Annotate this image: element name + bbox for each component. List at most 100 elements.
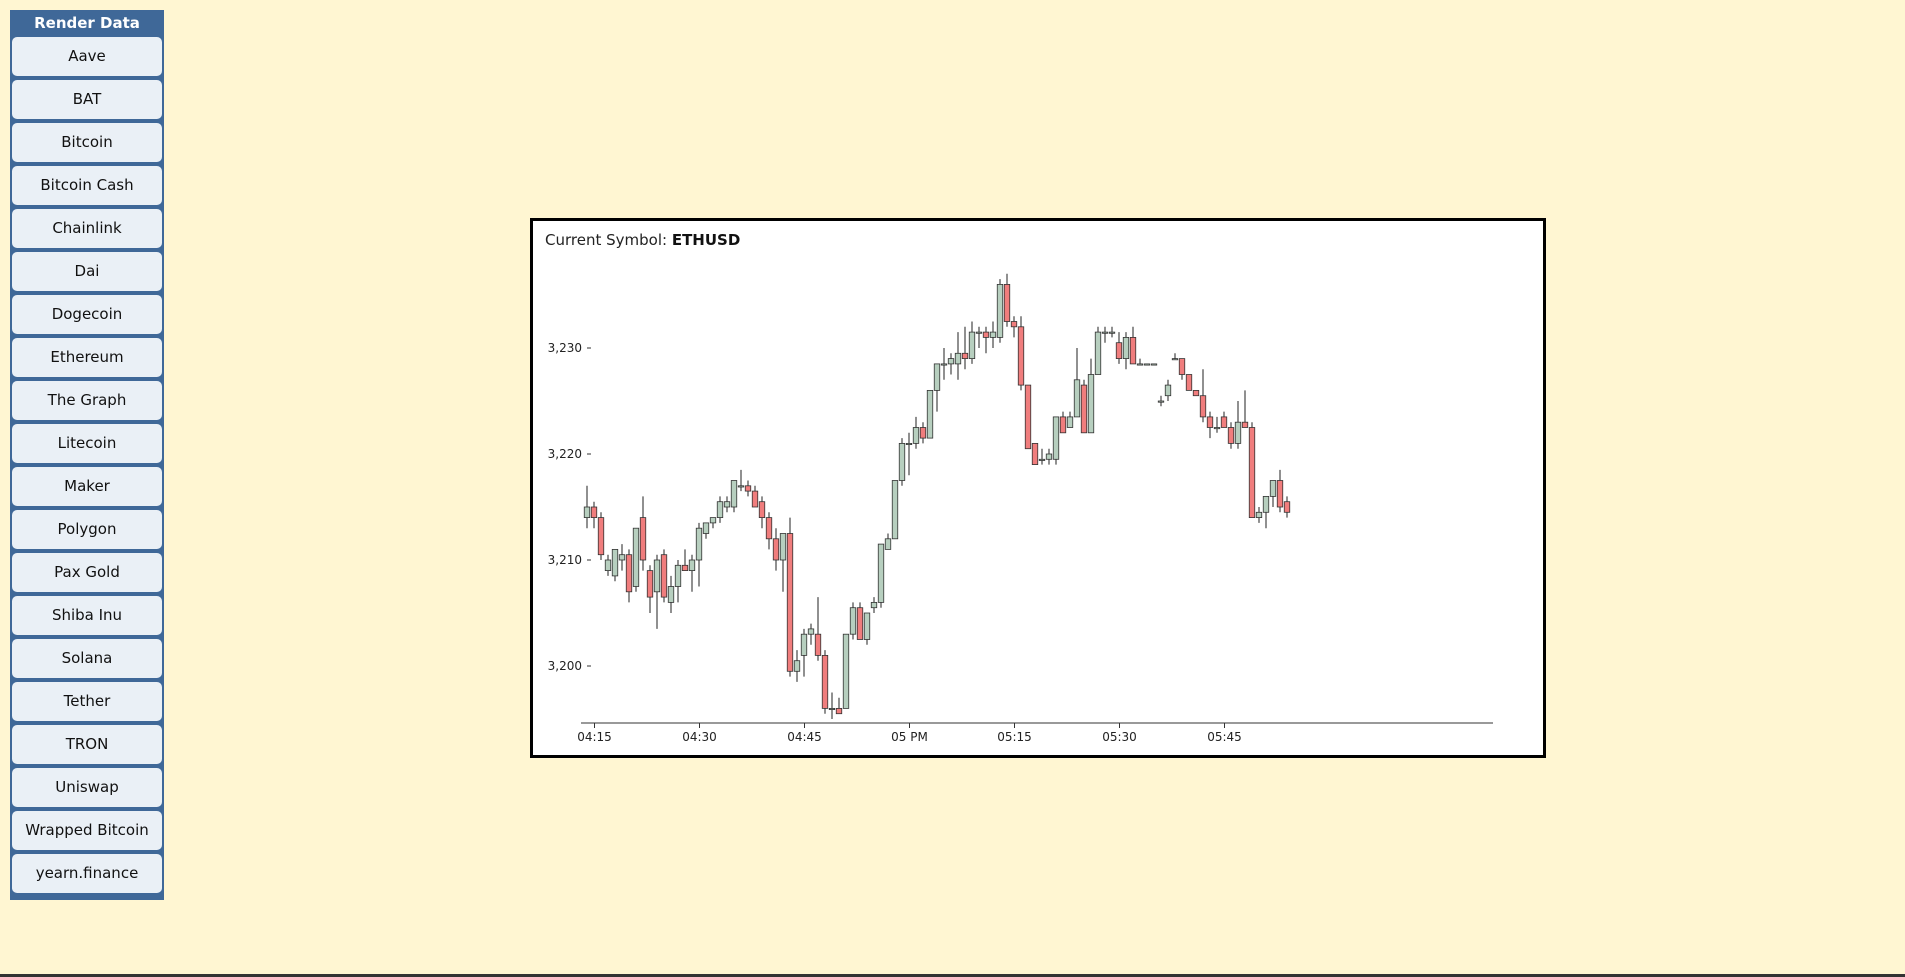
candle-down [1178, 358, 1186, 375]
symbol-button-the-graph[interactable]: The Graph [12, 381, 162, 420]
candle-up [898, 442, 906, 481]
symbol-button-ethereum[interactable]: Ethereum [12, 338, 162, 377]
candle-down [821, 654, 829, 709]
candle-up [688, 559, 696, 572]
x-tick-label: 05 PM [891, 730, 928, 744]
symbol-button-dai[interactable]: Dai [12, 252, 162, 291]
symbol-button-bitcoin-cash[interactable]: Bitcoin Cash [12, 166, 162, 205]
candle-up [737, 485, 745, 488]
symbol-button-shiba-inu[interactable]: Shiba Inu [12, 596, 162, 635]
sidebar-header: Render Data [34, 14, 140, 32]
candle-up [611, 548, 619, 577]
symbol-button-yearn-finance[interactable]: yearn.finance [12, 854, 162, 893]
symbol-button-chainlink[interactable]: Chainlink [12, 209, 162, 248]
candle-up [1087, 374, 1095, 434]
candle-down [646, 570, 654, 598]
candle-up [884, 538, 892, 550]
candle-up [842, 633, 850, 709]
candle-up [870, 601, 878, 609]
symbol-button-maker[interactable]: Maker [12, 467, 162, 506]
x-tick-label: 04:45 [787, 730, 822, 744]
candle-up [779, 533, 787, 561]
symbol-sidebar: Render Data Aave BAT Bitcoin Bitcoin Cas… [10, 10, 164, 900]
candle-up [1101, 331, 1109, 334]
current-symbol-label: Current Symbol: ETHUSD [545, 231, 740, 249]
candle-down [744, 485, 752, 492]
candle-up [1108, 331, 1116, 334]
x-tick-label: 05:30 [1102, 730, 1137, 744]
candle-up [849, 607, 857, 635]
candle-down [597, 517, 605, 556]
symbol-button-dogecoin[interactable]: Dogecoin [12, 295, 162, 334]
candle-up [954, 352, 962, 365]
candle-down [786, 533, 794, 672]
candle-up [863, 612, 871, 640]
candle-up [1122, 337, 1130, 360]
candle-down [814, 633, 822, 656]
candle-down [639, 517, 647, 561]
x-tick-label: 05:45 [1207, 730, 1242, 744]
candle-up [828, 707, 836, 710]
symbol-button-wrapped-bitcoin[interactable]: Wrapped Bitcoin [12, 811, 162, 850]
candle-up [632, 527, 640, 587]
symbol-button-tron[interactable]: TRON [12, 725, 162, 764]
candle-up [695, 527, 703, 561]
candle-down [1241, 421, 1249, 428]
candle-down [765, 517, 773, 540]
candle-up [1213, 427, 1221, 430]
candle-up [1143, 363, 1151, 366]
symbol-button-bat[interactable]: BAT [12, 80, 162, 119]
candle-up [940, 363, 948, 366]
candle-down [758, 501, 766, 519]
symbol-button-bitcoin[interactable]: Bitcoin [12, 123, 162, 162]
candle-down [1199, 395, 1207, 418]
symbol-button-uniswap[interactable]: Uniswap [12, 768, 162, 807]
candle-down [1017, 326, 1025, 386]
candle-down [1080, 384, 1088, 434]
symbol-button-polygon[interactable]: Polygon [12, 510, 162, 549]
candle-down [1227, 427, 1235, 444]
candle-up [1045, 453, 1053, 460]
symbol-button-litecoin[interactable]: Litecoin [12, 424, 162, 463]
candle-up [1052, 416, 1060, 460]
candle-up [933, 363, 941, 391]
candle-up [1066, 416, 1074, 428]
candle-down [590, 506, 598, 519]
candle-down [681, 564, 689, 571]
candle-down [1185, 374, 1193, 391]
candle-down [961, 352, 969, 360]
candlestick-chart[interactable]: 3,200 3,210 3,220 3,230 04:15 04:30 04:45 05 PM… [533, 221, 1543, 755]
candle-up [723, 501, 731, 508]
candle-up [947, 358, 955, 365]
x-tick-label: 05:15 [997, 730, 1032, 744]
candle-down [1010, 321, 1018, 328]
candle-up [1094, 331, 1102, 375]
symbol-button-aave[interactable]: Aave [12, 37, 162, 76]
candle-up [1164, 384, 1172, 397]
candle-up [1171, 358, 1179, 361]
candle-up [793, 660, 801, 672]
symbol-button-solana[interactable]: Solana [12, 639, 162, 678]
candle-down [1192, 389, 1200, 397]
symbol-button-pax-gold[interactable]: Pax Gold [12, 553, 162, 592]
y-tick-label: 3,220 [548, 447, 582, 461]
candle-up [604, 559, 612, 572]
candle-up [926, 389, 934, 439]
candle-up [807, 628, 815, 635]
candle-up [618, 554, 626, 561]
candle-down [772, 538, 780, 561]
candle-down [660, 554, 668, 598]
candle-up [1136, 363, 1144, 366]
candle-down [1206, 416, 1214, 428]
candle-up [891, 480, 899, 540]
y-tick-label: 3,230 [548, 341, 582, 355]
candle-down [919, 427, 927, 439]
candle-up [1255, 511, 1263, 518]
current-symbol-caption: Current Symbol: [545, 231, 668, 249]
candle-down [835, 707, 843, 715]
candle-up [1038, 458, 1046, 461]
symbol-button-tether[interactable]: Tether [12, 682, 162, 721]
candle-up [1157, 400, 1165, 403]
candle-up [912, 427, 920, 444]
y-tick-label: 3,210 [548, 553, 582, 567]
